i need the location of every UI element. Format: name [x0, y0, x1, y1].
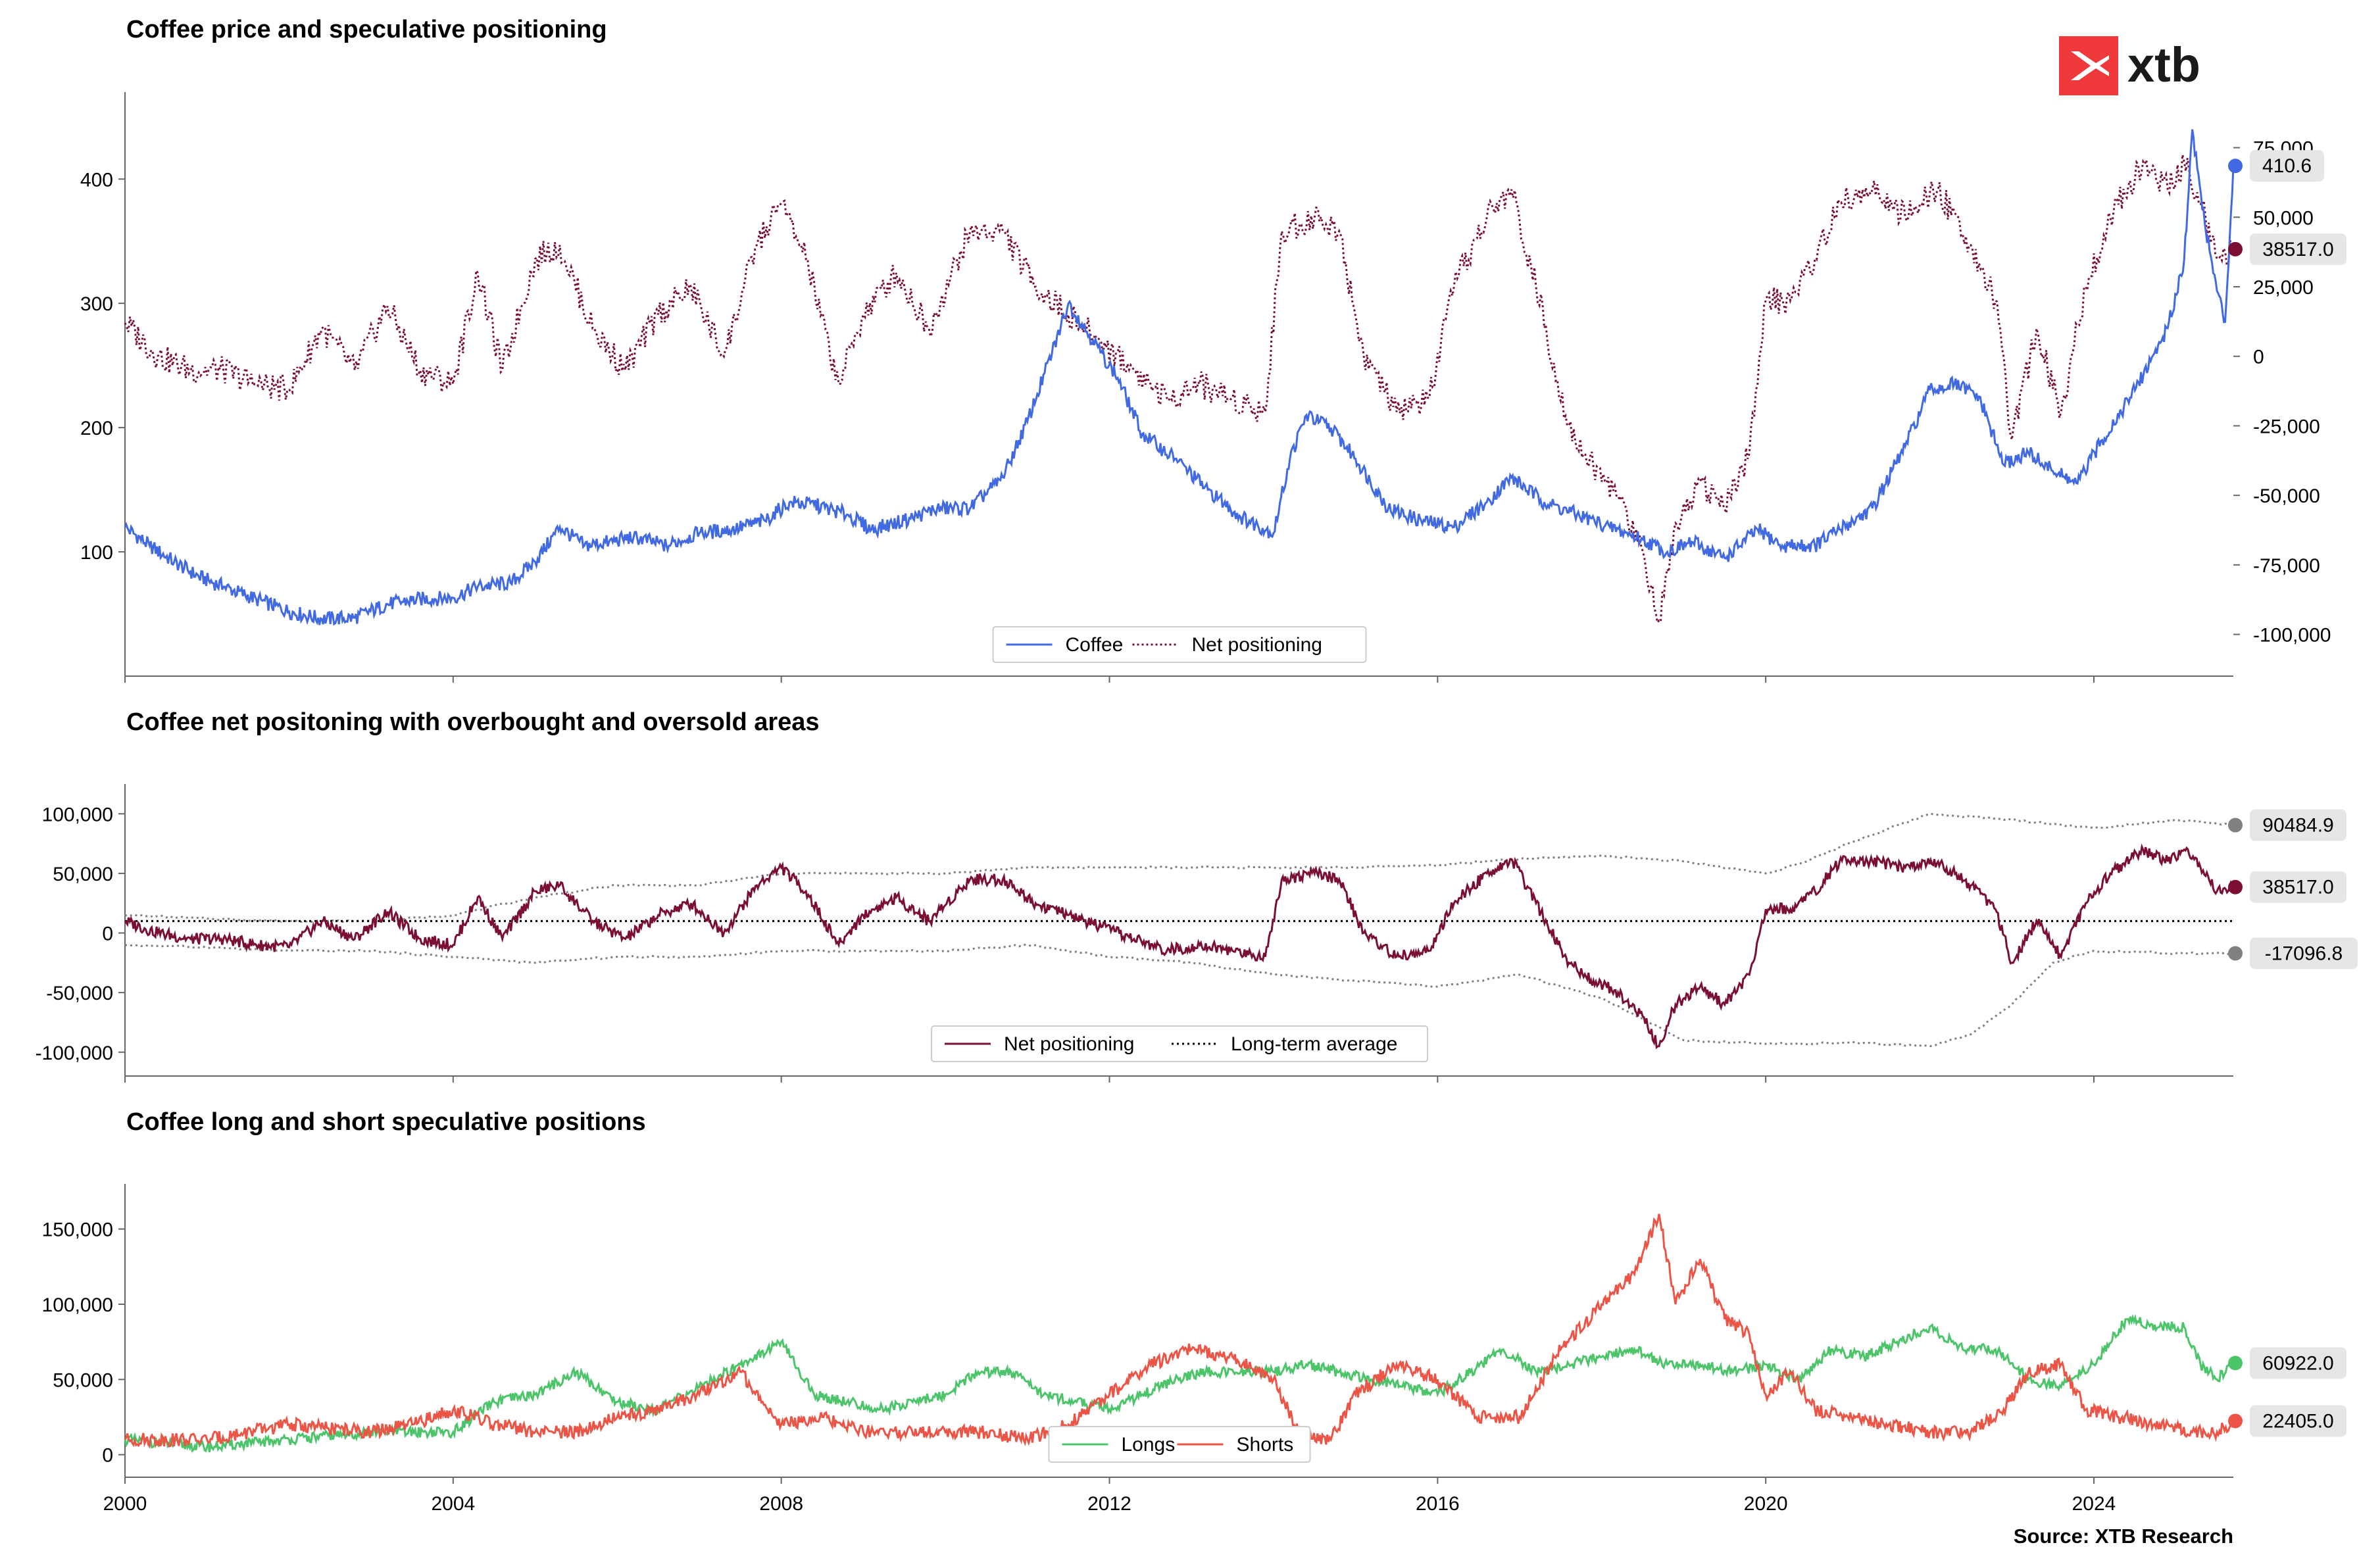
panel3-x-tick-label: 2024 — [2072, 1493, 2116, 1515]
panel3-end-shorts-bg — [2250, 1405, 2347, 1437]
panel3-title: Coffee long and short speculative positi… — [126, 1108, 646, 1136]
panel3-legend-label-1: Shorts — [1237, 1434, 1294, 1456]
panel1-legend-box — [992, 626, 1367, 663]
panel2-title: Coffee net positoning with overbought an… — [126, 708, 820, 736]
panel1-end-coffee-dot — [2228, 159, 2243, 174]
xtb-logo: xtb — [2059, 36, 2200, 95]
series-upper-band — [124, 812, 2234, 923]
panel3-x-tick-label: 2016 — [1416, 1493, 1460, 1515]
panel2-legend-label-0: Net positioning — [1004, 1033, 1134, 1055]
panel-longs-shorts: 0 50,000 100,000 150,000 2000 2004 2008 2012 201… — [42, 1184, 2347, 1515]
panel2-end-net-dot — [2228, 879, 2243, 894]
panel2-end-lower-bg — [2250, 937, 2358, 969]
series-shorts — [124, 1213, 2235, 1449]
panel3-y-tick-label: 0 — [102, 1445, 113, 1467]
panel2-y-tick-label: -50,000 — [46, 983, 113, 1004]
series-longs — [124, 1313, 2235, 1453]
panel2-end-net-label: 38517.0 — [2262, 877, 2333, 898]
panel2-y-tick-label: 50,000 — [53, 864, 113, 885]
panel2-end-upper-label: 90484.9 — [2262, 815, 2333, 837]
panel3-y-tick-label: 50,000 — [53, 1369, 113, 1391]
panel2-y-tick-label: 0 — [102, 923, 113, 945]
panel1-y2-tick-label: 50,000 — [2253, 207, 2314, 229]
panel1-y2-tick-label: 0 — [2253, 347, 2264, 368]
xtb-logo-mark — [2059, 36, 2118, 95]
panel1-title: Coffee price and speculative positioning — [126, 16, 607, 43]
panel2-y-tick-label: 100,000 — [42, 804, 113, 825]
panel1-end-net-label: 38517.0 — [2262, 239, 2333, 260]
panel2-end-net-bg — [2250, 871, 2347, 903]
panel3-end-shorts-label: 22405.0 — [2262, 1410, 2333, 1432]
panel-price-positioning: 10020030040075,00050,00025,0000-25,000-5… — [80, 92, 2347, 683]
panel1-end-coffee-label: 410.6 — [2262, 155, 2312, 177]
panel3-end-longs-dot — [2228, 1356, 2243, 1371]
panel3-end-longs-label: 60922.0 — [2262, 1352, 2333, 1374]
panel2-y-tick-label: -100,000 — [36, 1042, 113, 1064]
panel3-end-longs-bg — [2250, 1347, 2347, 1379]
panel3-y-tick-label: 100,000 — [42, 1294, 113, 1316]
panel2-legend-box — [931, 1025, 1428, 1062]
source-note: Source: XTB Research — [2014, 1525, 2233, 1548]
panel2-legend-label-1: Long-term average — [1231, 1033, 1397, 1055]
panel1-y2-tick-label: -75,000 — [2253, 555, 2320, 577]
panel1-y2-tick-label: -50,000 — [2253, 485, 2320, 507]
panel1-end-coffee-bg — [2250, 150, 2324, 182]
panel3-x-tick-label: 2004 — [431, 1493, 475, 1515]
panel-net-bands: 100,000 50,000 0 -50,000 -100,000 Net positio… — [36, 784, 2358, 1083]
panel2-end-lower-dot — [2228, 946, 2243, 961]
panel3-x-tick-label: 2008 — [759, 1493, 803, 1515]
panel1-y2-tick-label: -100,000 — [2253, 625, 2331, 647]
panel1-legend-label-1: Net positioning — [1192, 634, 1322, 656]
panel1-y-tick-label: 300 — [80, 293, 113, 315]
series-net-positioning — [124, 843, 2235, 1050]
panel1-y2-tick-label: 25,000 — [2253, 277, 2314, 299]
panel3-end-shorts-dot — [2228, 1413, 2243, 1429]
panel2-end-upper-dot — [2228, 818, 2243, 833]
panel3-x-tick-label: 2020 — [1744, 1493, 1788, 1515]
panel3-y-tick-label: 150,000 — [42, 1219, 113, 1241]
series-lower-band — [124, 943, 2234, 1048]
series-net-positioning-dotted — [124, 154, 2234, 625]
panel3-x-tick-label: 2000 — [103, 1493, 147, 1515]
panel1-end-net-bg — [2250, 233, 2347, 265]
panel1-end-net-dot — [2228, 241, 2243, 257]
panel1-y-tick-label: 400 — [80, 169, 113, 191]
panel1-y-tick-label: 100 — [80, 542, 113, 564]
panel2-end-upper-bg — [2250, 809, 2347, 841]
panel3-x-tick-label: 2012 — [1087, 1493, 1131, 1515]
panel1-y2-tick-label: -25,000 — [2253, 416, 2320, 437]
panel1-y-tick-label: 200 — [80, 418, 113, 439]
panel1-legend-label-0: Coffee — [1066, 634, 1124, 656]
xtb-logo-text: xtb — [2127, 37, 2200, 92]
panel3-legend-label-0: Longs — [1122, 1434, 1176, 1456]
series-coffee-line — [124, 129, 2235, 626]
panel2-end-lower-label: -17096.8 — [2265, 943, 2343, 965]
